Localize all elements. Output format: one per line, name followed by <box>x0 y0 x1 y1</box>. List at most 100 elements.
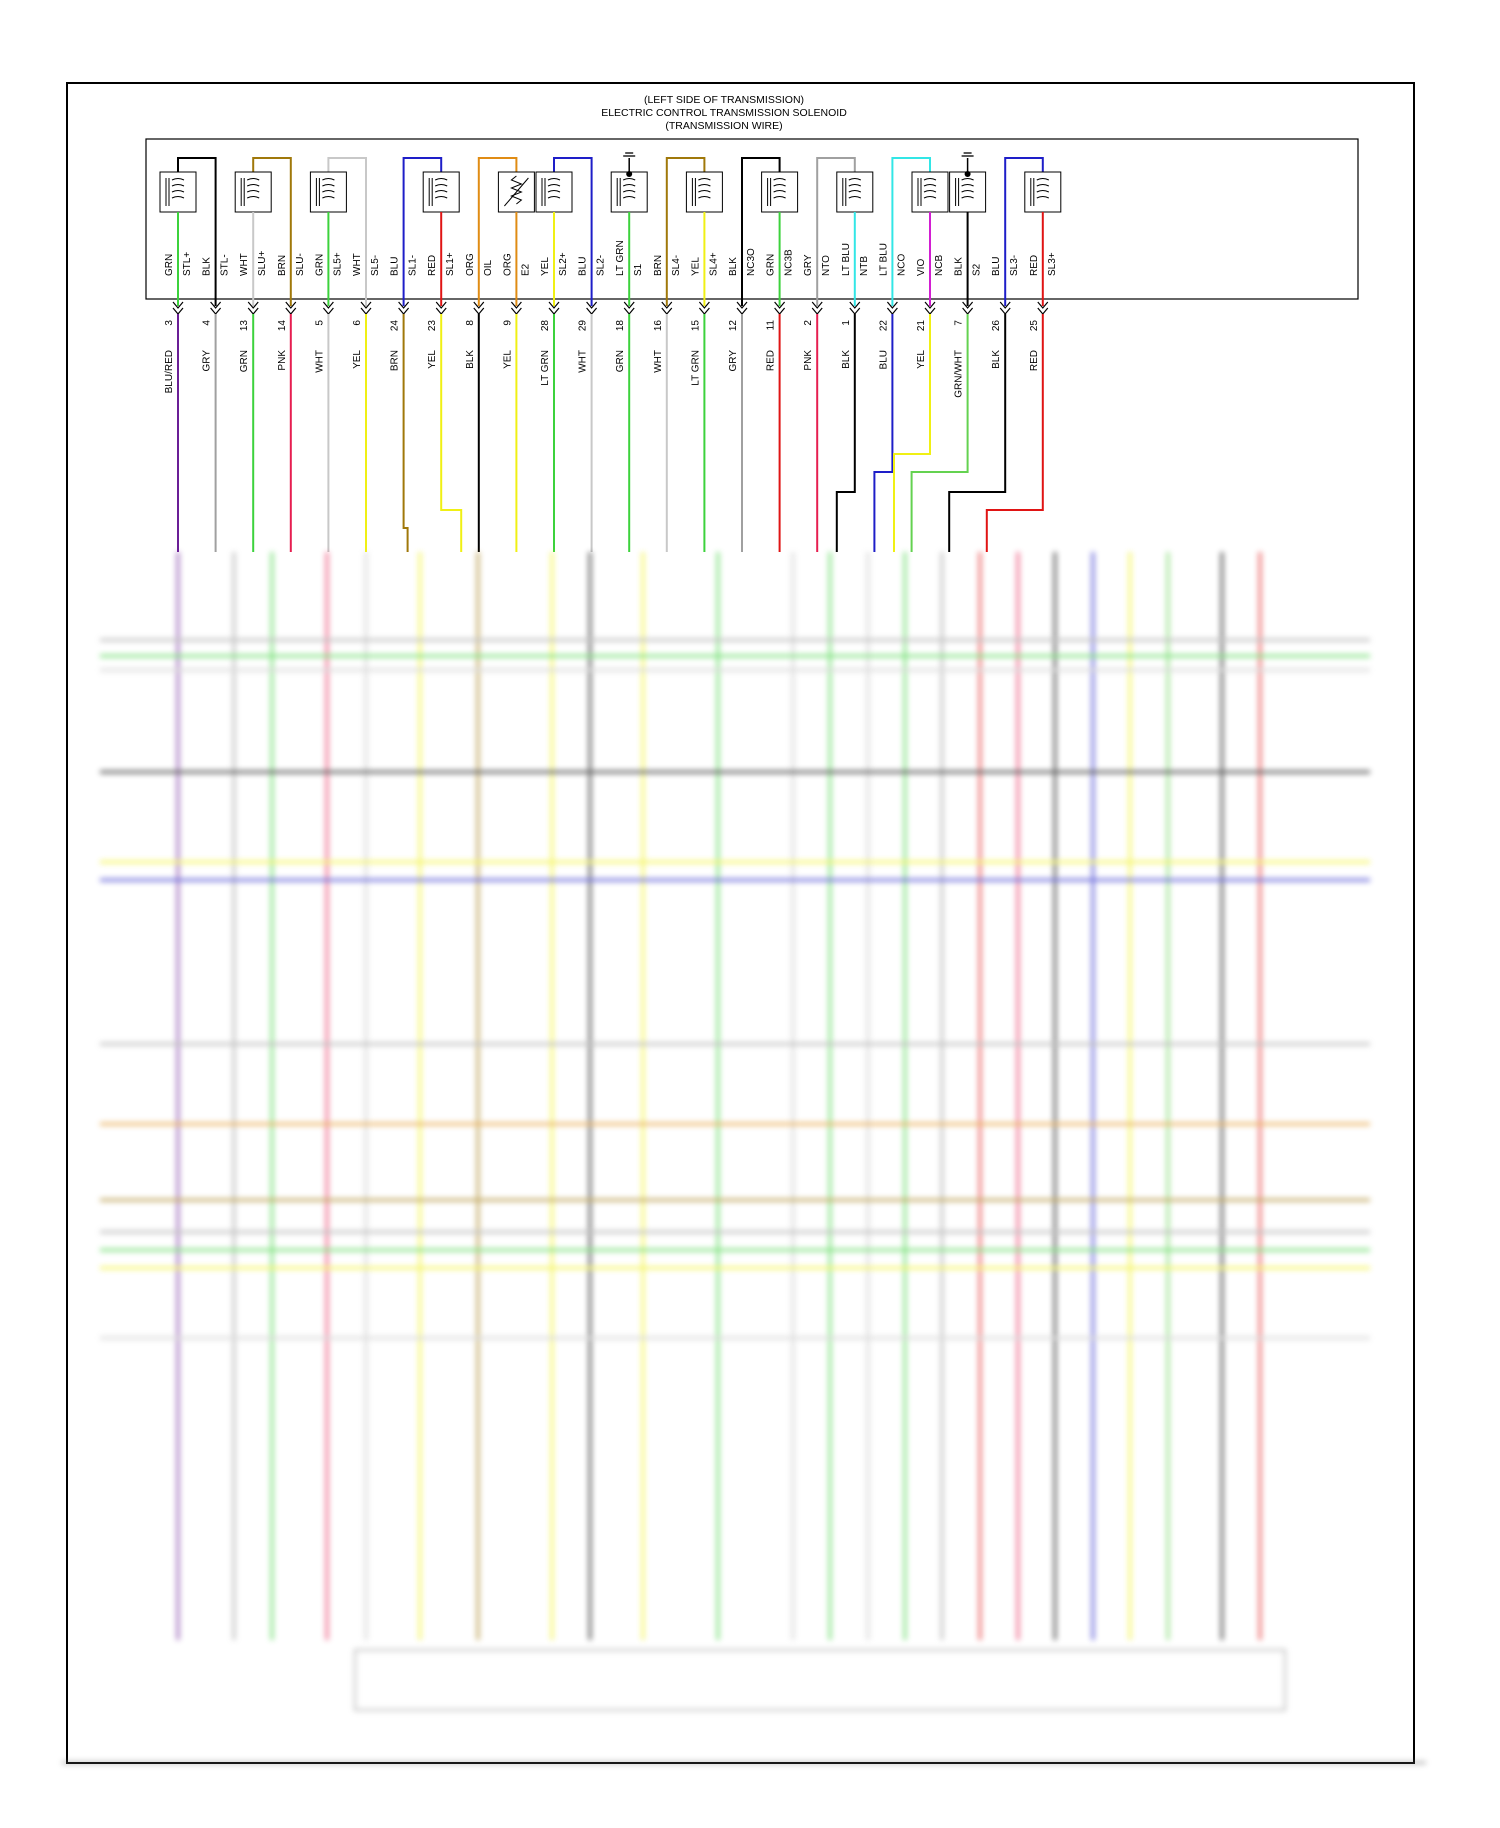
pin-name-label: NTB <box>859 256 870 276</box>
pin-labels: GRN STL+ 3 BLU/RED BLK STL- 4 GRY WHT SLU+ 13 GRN BR… <box>164 240 1058 398</box>
solenoid-coil <box>309 157 367 213</box>
coil-icon <box>920 178 937 206</box>
solenoid-coil <box>665 157 723 213</box>
connector-terminal <box>849 301 861 309</box>
inner-wire-color-label: BLK <box>728 257 739 276</box>
junction-dot <box>964 171 971 177</box>
pin-number: 28 <box>540 320 551 332</box>
outer-wire-color-label: YEL <box>352 350 363 369</box>
inner-wire-color-label: ORG <box>502 253 513 276</box>
outer-wire-color-label: BLU/RED <box>164 350 175 393</box>
coil-icon <box>770 178 786 206</box>
connector-terminal <box>661 301 673 309</box>
pin-name-label: NCO <box>896 254 907 276</box>
loop-wire <box>402 157 443 172</box>
outer-wire-color-label: WHT <box>314 350 325 373</box>
connector-terminal <box>586 301 598 309</box>
inner-wire-color-label: VIO <box>916 259 927 276</box>
harness-wire-pin-1 <box>835 314 856 552</box>
outer-wire-color-label: BLU <box>878 350 889 369</box>
pin-name-label: SLU+ <box>257 251 268 276</box>
header-line-3: (TRANSMISSION WIRE) <box>665 120 782 132</box>
pin-name-label: OIL <box>483 259 494 276</box>
loop-wire <box>891 157 931 172</box>
blurred-connector-block <box>354 1649 1286 1711</box>
pin-number: 7 <box>954 320 965 326</box>
variable-arrow <box>504 177 529 207</box>
pin-name-label: S2 <box>972 263 983 276</box>
connector-terminal <box>360 301 372 309</box>
outer-wire-color-label: BLK <box>465 350 476 369</box>
solenoid-coil <box>741 157 799 213</box>
solenoid-coil <box>402 157 460 213</box>
harness-wire-pin-7 <box>910 314 969 552</box>
coil-icon <box>619 178 636 206</box>
loop-wire <box>553 157 593 172</box>
outer-wire-color-label: YEL <box>916 350 927 369</box>
pin-name-label: SL2- <box>596 255 607 276</box>
junction-dot <box>626 171 633 177</box>
outer-wire-color-label: LT GRN <box>690 350 701 386</box>
connector-terminal <box>924 301 936 309</box>
pin-number: 14 <box>277 320 288 332</box>
outer-wire-color-label: GRN/WHT <box>954 350 965 398</box>
pin-number: 18 <box>615 320 626 332</box>
harness-wire-pin-22 <box>873 314 894 552</box>
pin-name-label: STL+ <box>182 252 193 276</box>
pin-name-label: NCB <box>934 255 945 276</box>
loop-wire <box>741 157 781 172</box>
connector-terminal <box>623 301 635 309</box>
solenoid-coil <box>159 157 217 213</box>
pin-number: 13 <box>239 320 250 332</box>
coil-icon <box>168 178 185 206</box>
loop-wire <box>177 157 217 172</box>
inner-wire-color-label: RED <box>1029 255 1040 276</box>
pin-name-label: NTO <box>821 255 832 276</box>
outer-wire-color-label: PNK <box>803 350 814 371</box>
outer-wire-color-label: BRN <box>390 350 401 371</box>
coil-icon <box>845 178 862 206</box>
pin-number: 2 <box>803 320 814 326</box>
inner-wire-color-label: BLU <box>991 257 1002 276</box>
connector-terminal <box>1037 301 1049 309</box>
coil-icon <box>318 178 335 206</box>
connector-terminal <box>999 301 1011 309</box>
inner-wire-color-label: BRN <box>277 255 288 276</box>
loop-wire <box>665 157 706 172</box>
solenoid-box <box>145 138 1359 300</box>
connector-terminal <box>210 301 222 309</box>
inner-wire-color-label: GRY <box>803 254 814 276</box>
connector-terminal <box>398 301 410 309</box>
pin-number: 1 <box>841 320 852 326</box>
pin-name-label: SL4+ <box>708 252 719 276</box>
coil-icon <box>958 178 974 206</box>
coil-icon <box>694 178 711 206</box>
pin-name-label: SL4- <box>671 255 682 276</box>
inner-wire-color-label: LT GRN <box>615 240 626 276</box>
pin-number: 9 <box>502 320 513 326</box>
outer-wire-color-label: GRN <box>239 350 250 372</box>
coil-icon <box>1033 178 1050 206</box>
harness-wire-pin-23 <box>440 314 463 552</box>
inner-wire-color-label: YEL <box>540 257 551 276</box>
outer-wire-color-label: PNK <box>277 350 288 371</box>
pin-number: 22 <box>878 320 889 332</box>
loop-wire <box>1004 157 1044 172</box>
solenoid-thermistor <box>477 157 535 213</box>
connector-terminal <box>548 301 560 309</box>
coil-icon <box>243 178 260 206</box>
inner-wire-color-label: BLU <box>578 257 589 276</box>
connector-terminal <box>435 301 447 309</box>
harness-wire-pin-26 <box>948 314 1007 552</box>
header-line-1: (LEFT SIDE OF TRANSMISSION) <box>644 94 804 106</box>
pin-number: 26 <box>991 320 1002 332</box>
blurred-region <box>62 552 1426 1765</box>
inner-wire-color-label: BLK <box>954 257 965 276</box>
pin-number: 16 <box>653 320 664 332</box>
outer-wire-color-label: RED <box>1029 350 1040 371</box>
loop-wire <box>816 157 856 172</box>
outer-wire-color-label: LT GRN <box>540 350 551 386</box>
coil-icon <box>431 178 448 206</box>
outer-wire-color-label: GRY <box>728 350 739 372</box>
pin-number: 11 <box>766 320 777 331</box>
